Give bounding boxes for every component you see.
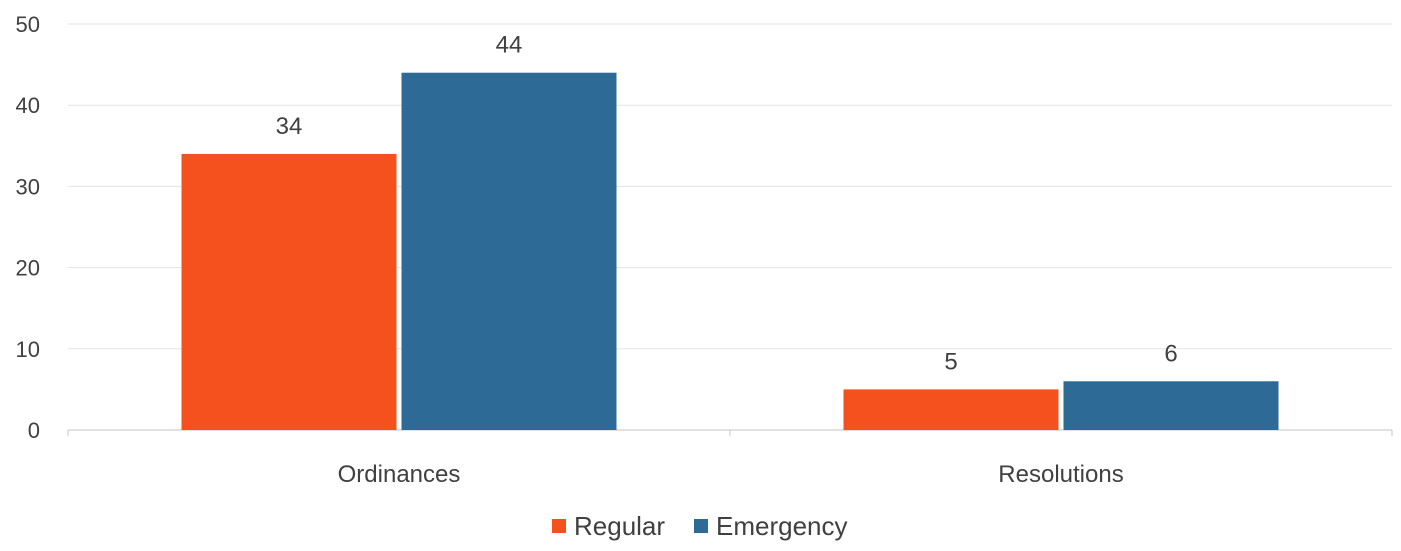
legend-swatch-regular <box>552 519 566 533</box>
y-tick-label: 40 <box>16 93 40 118</box>
bar-regular-ordinances <box>181 153 397 431</box>
x-axis-categories: Ordinances Resolutions <box>338 461 1124 488</box>
data-label: 6 <box>1164 340 1177 367</box>
legend-label-emergency: Emergency <box>716 511 848 541</box>
legend: Regular Emergency <box>552 511 848 541</box>
data-label: 5 <box>944 348 957 375</box>
category-label: Ordinances <box>338 461 461 488</box>
bars <box>181 72 1279 431</box>
data-label: 34 <box>276 113 303 140</box>
legend-label-regular: Regular <box>574 511 665 541</box>
category-label: Resolutions <box>998 461 1123 488</box>
data-labels: 34 44 5 6 <box>276 32 1178 376</box>
bar-emergency-ordinances <box>401 72 617 430</box>
y-axis-ticks: 0 10 20 30 40 50 <box>16 12 40 443</box>
y-tick-label: 30 <box>16 174 40 199</box>
legend-swatch-emergency <box>694 519 708 533</box>
y-tick-label: 10 <box>16 337 40 362</box>
data-label: 44 <box>496 32 523 59</box>
bar-regular-resolutions <box>843 389 1059 430</box>
y-tick-label: 20 <box>16 256 40 281</box>
y-tick-label: 0 <box>28 418 40 443</box>
bar-emergency-resolutions <box>1063 381 1279 430</box>
y-tick-label: 50 <box>16 12 40 37</box>
